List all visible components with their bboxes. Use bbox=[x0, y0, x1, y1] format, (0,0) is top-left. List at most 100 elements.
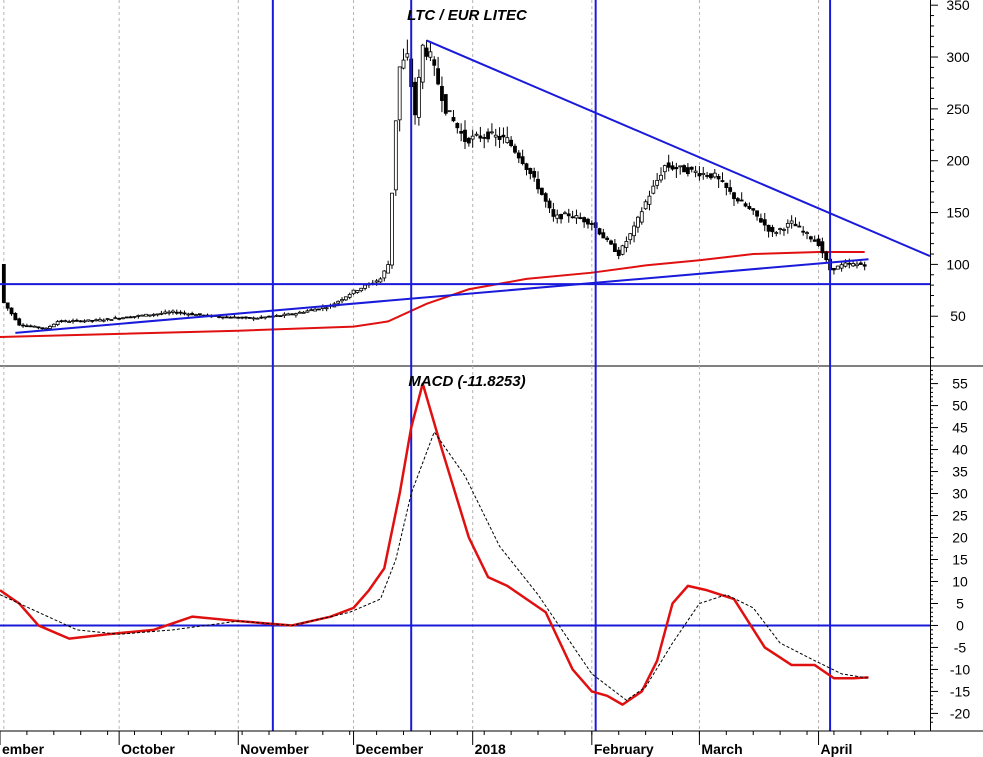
candle-body bbox=[109, 319, 114, 321]
x-month-label: December bbox=[356, 741, 424, 757]
candle-body bbox=[232, 316, 237, 319]
candle-body bbox=[147, 314, 152, 317]
moving-average-line bbox=[0, 250, 865, 338]
trendline bbox=[426, 39, 931, 258]
price-chart-title: LTC / EUR LITEC bbox=[407, 7, 528, 24]
candle-body bbox=[820, 241, 825, 254]
macd-y-tick-label: 10 bbox=[952, 573, 968, 589]
candle-body bbox=[574, 215, 579, 219]
candle-body bbox=[670, 165, 675, 170]
candle-body bbox=[666, 162, 671, 168]
candle-body bbox=[297, 311, 302, 314]
candle-body bbox=[74, 319, 79, 322]
candle-body bbox=[440, 86, 444, 101]
candle-body bbox=[413, 81, 417, 116]
candle-body bbox=[82, 320, 87, 323]
candle-body bbox=[616, 249, 621, 256]
macd-y-tick-label: 15 bbox=[952, 551, 968, 567]
candle-body bbox=[228, 316, 233, 319]
candle-body bbox=[724, 182, 729, 189]
candle-body bbox=[5, 302, 10, 309]
x-month-label: ember bbox=[2, 741, 45, 757]
candle-body bbox=[197, 313, 202, 316]
macd-y-tick-label: -10 bbox=[950, 661, 970, 677]
candle-body bbox=[578, 217, 583, 219]
macd-y-tick-label: 45 bbox=[952, 420, 968, 436]
candle-body bbox=[816, 238, 821, 247]
candle-body bbox=[639, 211, 644, 223]
macd-y-tick-label: -20 bbox=[950, 705, 970, 721]
candle-body bbox=[140, 314, 145, 317]
candle-body bbox=[220, 316, 225, 319]
candle-body bbox=[559, 214, 563, 220]
candle-body bbox=[636, 216, 640, 228]
macd-chart-title: MACD (-11.8253) bbox=[408, 373, 525, 390]
candle-body bbox=[747, 206, 752, 209]
macd-y-tick-label: 5 bbox=[956, 595, 964, 611]
candle-body bbox=[712, 172, 717, 178]
candle-body bbox=[647, 195, 652, 205]
candle-body bbox=[459, 130, 464, 134]
candle-body bbox=[785, 222, 790, 228]
candle-body bbox=[167, 311, 171, 314]
x-month-label: 2018 bbox=[475, 741, 506, 757]
macd-y-tick-label: -15 bbox=[950, 683, 970, 699]
candle-body bbox=[40, 327, 45, 330]
candle-body bbox=[493, 134, 498, 138]
candle-body bbox=[762, 219, 767, 226]
candle-body bbox=[689, 166, 694, 170]
macd-y-tick-label: 25 bbox=[952, 508, 968, 524]
candle-body bbox=[474, 133, 479, 136]
candle-body bbox=[547, 200, 552, 209]
candle-body bbox=[586, 218, 590, 225]
candle-body bbox=[182, 312, 187, 315]
price-y-tick-label: 50 bbox=[950, 308, 966, 324]
candle-body bbox=[159, 312, 164, 315]
candle-body bbox=[105, 318, 110, 320]
candle-body bbox=[486, 131, 490, 140]
macd-y-tick-label: -5 bbox=[954, 639, 967, 655]
candle-body bbox=[678, 165, 683, 168]
candle-body bbox=[374, 280, 379, 283]
candle-body bbox=[566, 213, 571, 217]
candle-body bbox=[401, 59, 406, 69]
candle-body bbox=[793, 223, 798, 227]
candle-body bbox=[171, 310, 175, 313]
candle-body bbox=[843, 262, 848, 267]
candle-body bbox=[424, 47, 429, 57]
candle-body bbox=[386, 264, 391, 274]
candle-body bbox=[701, 172, 706, 175]
price-y-tick-label: 150 bbox=[946, 205, 970, 221]
candle-body bbox=[709, 173, 713, 179]
candle-body bbox=[536, 178, 540, 190]
candle-body bbox=[835, 265, 840, 270]
candle-body bbox=[839, 264, 844, 269]
candle-body bbox=[505, 137, 510, 143]
price-y-tick-label: 200 bbox=[946, 153, 970, 169]
candle-body bbox=[224, 316, 229, 319]
candle-body bbox=[605, 237, 610, 241]
x-month-label: November bbox=[240, 741, 309, 757]
candle-body bbox=[858, 262, 863, 265]
candle-body bbox=[628, 233, 633, 241]
candle-body bbox=[351, 289, 356, 295]
candle-body bbox=[532, 171, 537, 178]
candle-body bbox=[543, 193, 548, 202]
macd-y-tick-label: 0 bbox=[956, 617, 964, 633]
candle-body bbox=[67, 321, 72, 323]
candle-body bbox=[51, 323, 56, 328]
candle-body bbox=[609, 240, 613, 245]
candle-body bbox=[178, 311, 183, 314]
macd-signal-line bbox=[0, 431, 869, 701]
candle-body bbox=[278, 315, 283, 318]
x-month-label: February bbox=[594, 741, 654, 757]
candle-body bbox=[190, 313, 195, 316]
candle-body bbox=[520, 156, 525, 164]
macd-y-tick-label: 50 bbox=[952, 398, 968, 414]
candle-body bbox=[516, 152, 521, 159]
candle-body bbox=[420, 44, 425, 83]
candle-body bbox=[17, 318, 22, 326]
candle-body bbox=[355, 290, 360, 293]
candle-body bbox=[582, 217, 587, 223]
candle-body bbox=[28, 325, 33, 328]
